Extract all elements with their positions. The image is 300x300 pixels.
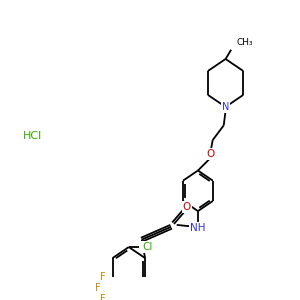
Text: CH₃: CH₃: [237, 38, 253, 47]
Text: F: F: [100, 272, 106, 281]
Text: HCl: HCl: [22, 131, 42, 141]
Text: O: O: [207, 149, 215, 159]
Text: NH: NH: [190, 223, 206, 233]
Text: O: O: [183, 202, 191, 212]
Text: Cl: Cl: [142, 242, 152, 252]
Text: F: F: [100, 294, 106, 300]
Text: N: N: [222, 102, 229, 112]
Text: F: F: [94, 283, 100, 292]
